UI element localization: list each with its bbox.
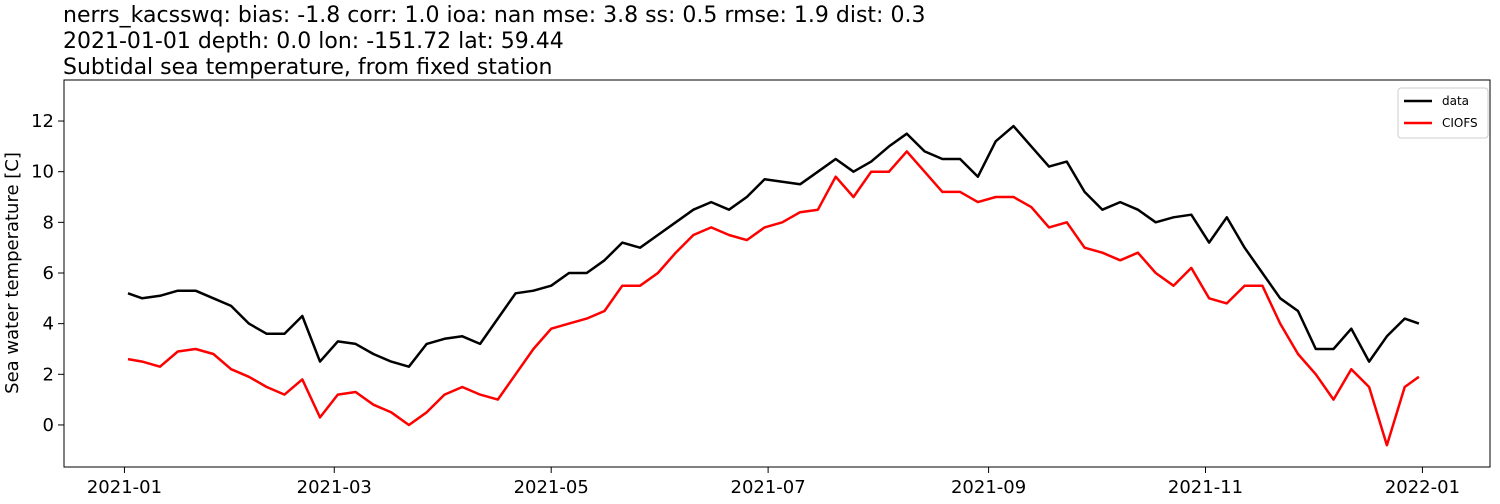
- y-tick-label: 12: [31, 111, 54, 132]
- x-tick-label: 2021-03: [297, 477, 372, 498]
- plot-frame: [63, 79, 1491, 468]
- x-tick-label: 2021-01: [87, 477, 162, 498]
- y-tick-label: 8: [43, 212, 54, 233]
- series-line: [127, 150, 1420, 447]
- legend-label: CIOFS: [1442, 116, 1478, 130]
- y-tick-label: 0: [43, 415, 54, 436]
- x-tick-label: 2021-05: [514, 477, 589, 498]
- legend-label: data: [1442, 94, 1469, 108]
- series-line: [127, 124, 1420, 368]
- y-tick-label: 2: [43, 364, 54, 385]
- chart-description: Subtidal sea temperature, from fixed sta…: [63, 55, 553, 80]
- x-tick-label: 2021-09: [951, 477, 1026, 498]
- y-tick-label: 6: [43, 263, 54, 284]
- chart-title: nerrs_kacsswq: bias: -1.8 corr: 1.0 ioa:…: [63, 3, 925, 28]
- x-tick-label: 2021-07: [731, 477, 806, 498]
- y-tick-label: 10: [31, 162, 54, 183]
- y-tick-label: 4: [43, 314, 54, 335]
- chart-subtitle: 2021-01-01 depth: 0.0 lon: -151.72 lat: …: [63, 29, 564, 54]
- x-tick-label: 2021-11: [1168, 477, 1243, 498]
- y-axis-label: Sea water temperature [C]: [2, 152, 23, 394]
- x-tick-label: 2022-01: [1385, 477, 1460, 498]
